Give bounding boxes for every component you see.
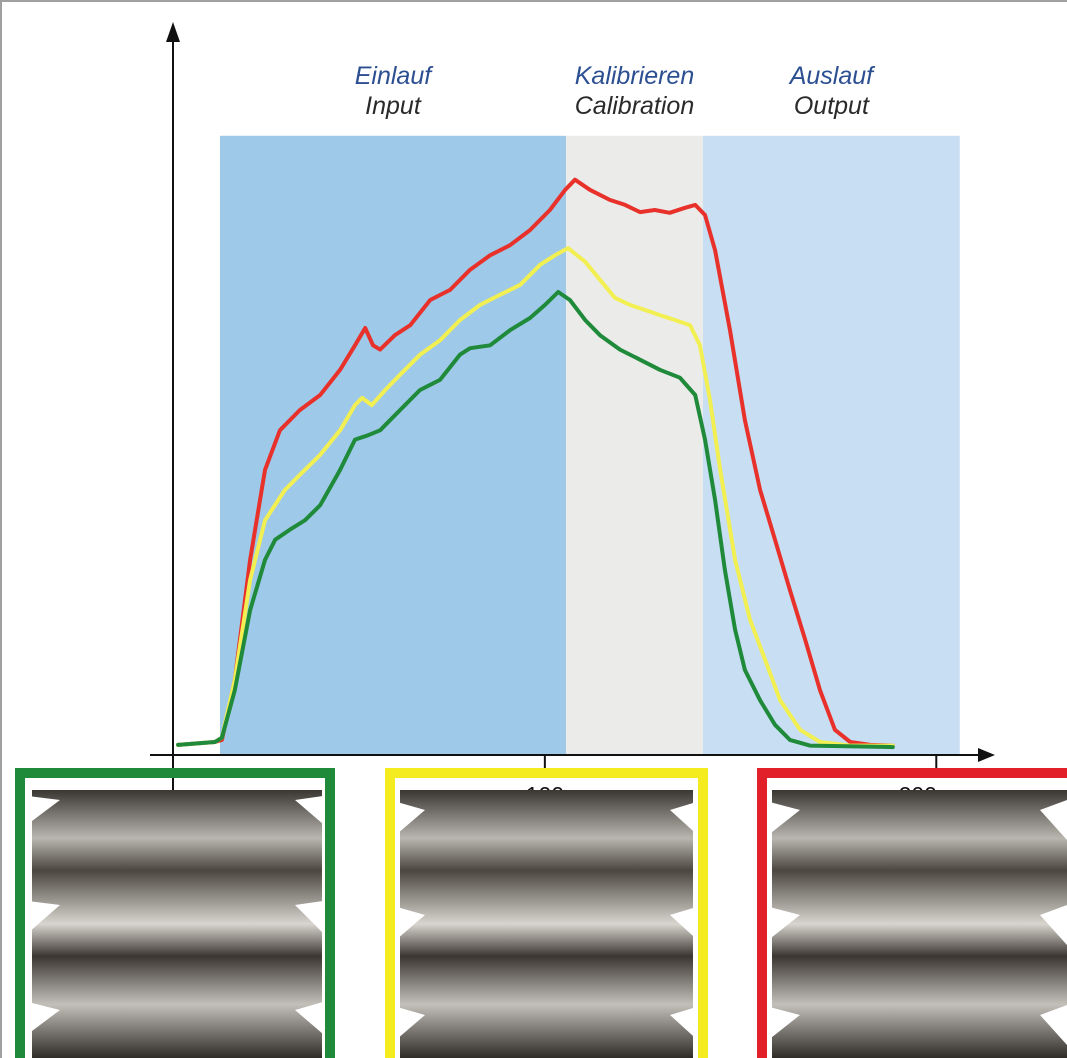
region: [566, 136, 703, 755]
x-axis-arrow: [978, 748, 995, 762]
region-label: Auslauf: [788, 62, 876, 90]
region-sublabel: Output: [794, 92, 870, 120]
photo-red: [762, 773, 1067, 1058]
photo-yellow: [390, 773, 703, 1058]
photo-green: [20, 773, 330, 1058]
region-label: Einlauf: [355, 62, 434, 90]
photos: [20, 773, 1067, 1058]
thread-image: [772, 790, 1067, 1058]
region-sublabel: Calibration: [575, 92, 695, 120]
thread-image: [400, 790, 693, 1058]
thread-image: [32, 790, 322, 1058]
region-label: Kalibrieren: [575, 62, 695, 90]
y-axis-arrow: [166, 22, 180, 42]
region: [220, 136, 566, 755]
region-sublabel: Input: [365, 92, 422, 120]
chart: EinlaufInput KalibrierenCalibration Auslau…: [0, 0, 1067, 1058]
